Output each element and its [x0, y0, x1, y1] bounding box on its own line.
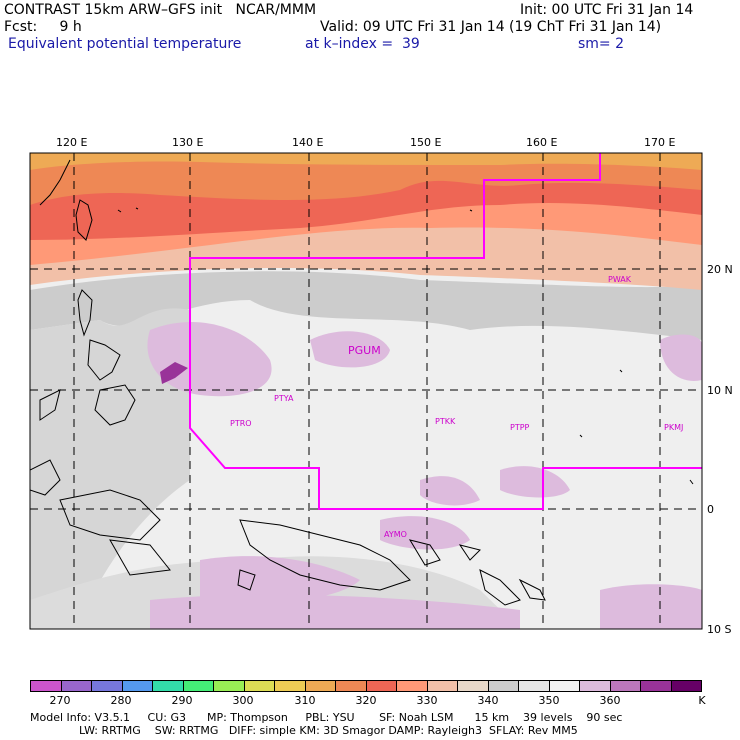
colorbar-swatch [275, 681, 306, 691]
colorbar-label: 290 [171, 694, 193, 707]
station-labels: PGUM PWAK PTYA PTRO PTKK PTPP PKMJ AYMO [230, 275, 683, 539]
lon-label: 170 E [644, 136, 676, 149]
colorbar-swatch [366, 681, 397, 691]
field-name: Equivalent potential temperature [8, 36, 242, 52]
colorbar-label: 320 [355, 694, 377, 707]
station-label: PTRO [230, 419, 252, 428]
colorbar-label: 280 [110, 694, 132, 707]
lat-label: 20 N [707, 263, 733, 276]
colorbar-label: 310 [294, 694, 316, 707]
colorbar-swatch [671, 681, 701, 691]
coastlines [30, 159, 694, 606]
colorbar-swatch [549, 681, 580, 691]
colorbar-swatch [610, 681, 641, 691]
station-label: PTPP [510, 423, 530, 432]
colorbar-label: 360 [599, 694, 621, 707]
plot-title: CONTRAST 15km ARW–GFS init NCAR/MMM [4, 2, 317, 18]
map-frame [29, 152, 703, 630]
lon-label: 130 E [172, 136, 204, 149]
station-label: PTKK [435, 417, 456, 426]
colorbar-label: 330 [416, 694, 438, 707]
model-info-line2: LW: RRTMG SW: RRTMG DIFF: simple KM: 3D … [30, 724, 578, 737]
map-field [30, 153, 702, 629]
colorbar-swatch [31, 681, 62, 691]
lat-label: 10 N [707, 384, 733, 397]
colorbar-label: 270 [49, 694, 71, 707]
lat-label: 10 S [707, 623, 732, 636]
colorbar-unit: K [698, 694, 706, 707]
colorbar-swatch [153, 681, 184, 691]
colorbar-swatch [519, 681, 550, 691]
model-info-line1: Model Info: V3.5.1 CU: G3 MP: Thompson P… [30, 711, 623, 724]
colorbar-swatch [305, 681, 336, 691]
lon-label: 120 E [56, 136, 88, 149]
colorbar-swatch [397, 681, 428, 691]
colorbar-swatch [92, 681, 123, 691]
colorbar-swatch [336, 681, 367, 691]
colorbar-label: 350 [538, 694, 560, 707]
colorbar-swatch [458, 681, 489, 691]
lat-label: 0 [707, 503, 714, 516]
station-label: PKMJ [664, 423, 683, 432]
lon-label: 150 E [410, 136, 442, 149]
colorbar-label: 300 [232, 694, 254, 707]
station-label: PGUM [348, 344, 381, 357]
lon-label: 160 E [526, 136, 558, 149]
valid-time: Valid: 09 UTC Fri 31 Jan 14 (19 ChT Fri … [320, 19, 662, 35]
station-label: PTYA [274, 394, 294, 403]
station-label: PWAK [608, 275, 632, 284]
color-bar [30, 680, 702, 692]
forecast-hour: Fcst: 9 h [4, 19, 82, 35]
nest-domain-outline [189, 153, 702, 510]
colorbar-swatch [61, 681, 92, 691]
lon-label: 140 E [292, 136, 324, 149]
station-label: AYMO [384, 530, 407, 539]
colorbar-swatch [183, 681, 214, 691]
colorbar-swatch [427, 681, 458, 691]
colorbar-label: 340 [477, 694, 499, 707]
init-time: Init: 00 UTC Fri 31 Jan 14 [520, 2, 694, 18]
smoothing-info: sm= 2 [578, 36, 625, 52]
colorbar-swatch [488, 681, 519, 691]
level-info: at k–index = 39 [305, 36, 420, 52]
colorbar-swatch [214, 681, 245, 691]
colorbar-swatch [641, 681, 672, 691]
colorbar-swatch [580, 681, 611, 691]
colorbar-swatch [122, 681, 153, 691]
colorbar-swatch [244, 681, 275, 691]
